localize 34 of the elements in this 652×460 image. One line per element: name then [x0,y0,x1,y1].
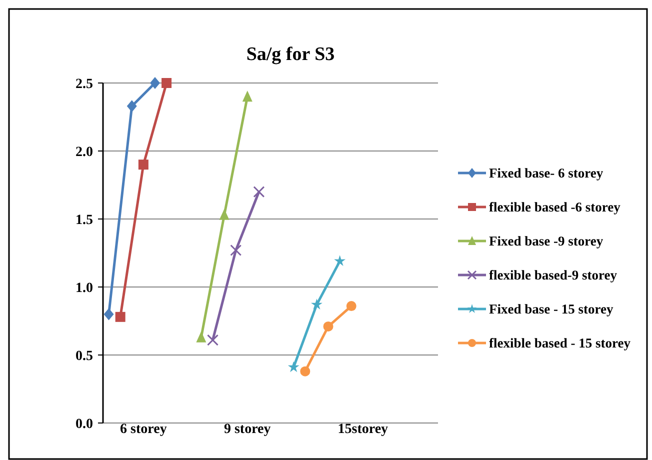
x-tick-label: 6 storey [120,422,167,437]
legend-label: Fixed base - 15 storey [489,302,614,317]
y-tick-label: 2.0 [76,144,93,160]
legend-label: flexible based - 15 storey [489,336,631,351]
y-tick-label: 2.5 [76,76,93,92]
point [242,90,252,102]
point [126,100,137,112]
point [138,160,148,170]
legend-label: flexible based-9 storey [489,268,618,283]
point [196,331,206,342]
legend-label: flexible based -6 storey [489,200,621,215]
point [334,255,346,266]
point [150,77,160,89]
point [323,321,334,332]
point [230,244,242,256]
chart-title: Sa/g for S3 [246,44,335,65]
x-tick-label: 15storey [338,422,388,437]
point [311,298,322,310]
legend-label: Fixed base- 6 storey [489,166,604,181]
point [206,334,218,346]
point [253,186,265,198]
point [219,208,230,220]
y-tick-label: 0.5 [76,348,93,364]
point [115,312,126,322]
x-tick-label: 9 storey [224,422,271,437]
y-tick-label: 0.0 [76,416,93,432]
y-tick-label: 1.5 [76,212,93,228]
point [288,361,300,372]
y-tick-label: 1.0 [76,280,93,296]
point [346,301,356,312]
point [300,366,310,376]
legend-label: Fixed base -9 storey [489,234,604,249]
point [162,78,172,88]
point [104,308,114,320]
